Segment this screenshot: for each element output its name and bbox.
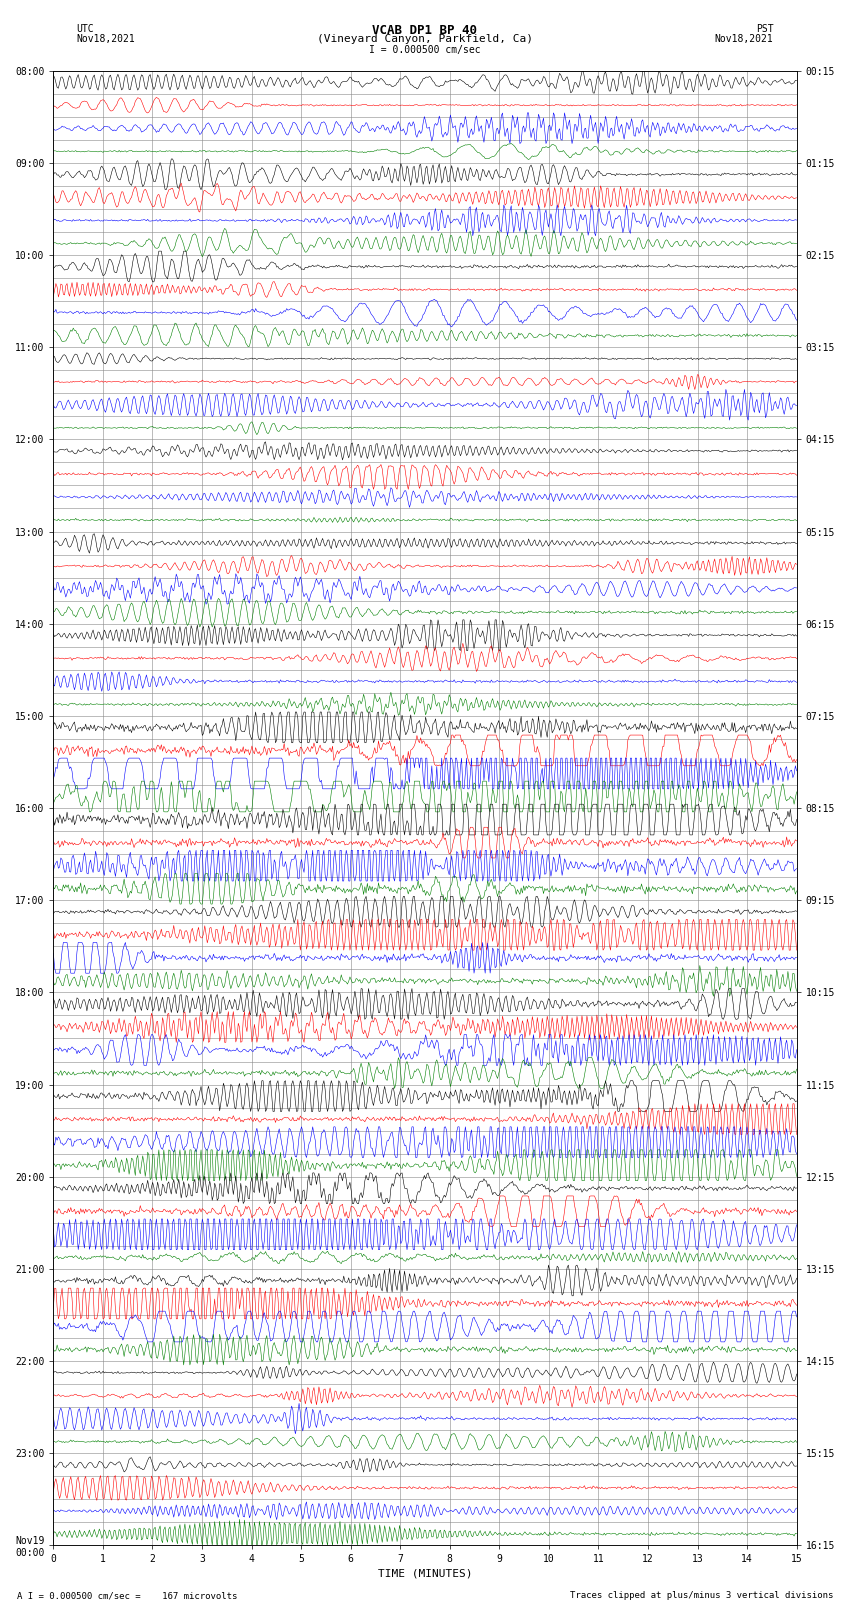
Text: PST: PST bbox=[756, 24, 774, 34]
Text: (Vineyard Canyon, Parkfield, Ca): (Vineyard Canyon, Parkfield, Ca) bbox=[317, 34, 533, 44]
Text: A I = 0.000500 cm/sec =    167 microvolts: A I = 0.000500 cm/sec = 167 microvolts bbox=[17, 1590, 237, 1600]
Text: Nov18,2021: Nov18,2021 bbox=[715, 34, 774, 44]
Text: I = 0.000500 cm/sec: I = 0.000500 cm/sec bbox=[369, 45, 481, 55]
Text: VCAB DP1 BP 40: VCAB DP1 BP 40 bbox=[372, 24, 478, 37]
Text: Traces clipped at plus/minus 3 vertical divisions: Traces clipped at plus/minus 3 vertical … bbox=[570, 1590, 833, 1600]
X-axis label: TIME (MINUTES): TIME (MINUTES) bbox=[377, 1569, 473, 1579]
Text: UTC: UTC bbox=[76, 24, 94, 34]
Text: Nov18,2021: Nov18,2021 bbox=[76, 34, 135, 44]
